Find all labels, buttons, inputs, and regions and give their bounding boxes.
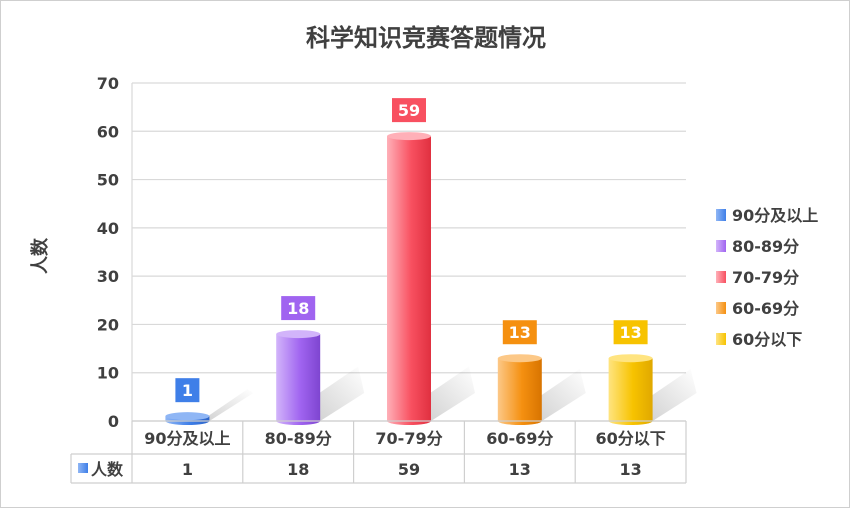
bar-top bbox=[387, 132, 431, 141]
data-label-box bbox=[281, 296, 316, 321]
legend: 90分及以上 80-89分 70-79分 60-69分 60分以下 bbox=[716, 206, 818, 349]
data-label-text: 59 bbox=[398, 101, 420, 120]
data-label-box bbox=[175, 378, 200, 403]
table-cell: 13 bbox=[619, 460, 641, 479]
y-tick-label: 70 bbox=[97, 74, 119, 93]
bar-shadow bbox=[535, 369, 586, 421]
x-tick-label: 60分以下 bbox=[595, 429, 665, 448]
legend-label: 90分及以上 bbox=[732, 206, 818, 225]
bar-top bbox=[165, 412, 210, 421]
table-series-marker bbox=[78, 463, 88, 473]
y-tick-label: 60 bbox=[97, 122, 119, 141]
bar-body bbox=[497, 358, 542, 425]
y-tick-label: 0 bbox=[108, 412, 119, 431]
data-label: 18 bbox=[281, 296, 316, 321]
bar-shadow bbox=[646, 369, 697, 421]
legend-swatch bbox=[716, 240, 726, 252]
data-label: 13 bbox=[613, 320, 648, 345]
bar-body bbox=[387, 136, 431, 425]
legend-item: 60分以下 bbox=[716, 330, 802, 349]
table-cell: 13 bbox=[509, 460, 531, 479]
table-cell: 59 bbox=[398, 460, 420, 479]
data-label: 13 bbox=[502, 320, 537, 345]
y-tick-label: 50 bbox=[97, 171, 119, 190]
y-tick-label: 40 bbox=[97, 219, 119, 238]
x-tick-label: 70-79分 bbox=[375, 429, 442, 448]
data-label-box bbox=[392, 98, 426, 123]
bar-top bbox=[497, 354, 542, 363]
x-tick-label: 90分及以上 bbox=[144, 429, 230, 448]
data-label-box bbox=[613, 320, 648, 345]
y-tick-label: 20 bbox=[97, 315, 119, 334]
legend-label: 60-69分 bbox=[732, 299, 799, 318]
data-label-text: 13 bbox=[619, 323, 641, 342]
table-row-label: 人数 bbox=[91, 460, 124, 479]
table-cell: 1 bbox=[182, 460, 193, 479]
data-label-text: 13 bbox=[509, 323, 531, 342]
bar bbox=[165, 412, 210, 425]
bar-shadow bbox=[425, 366, 475, 421]
bar bbox=[608, 354, 653, 425]
bar bbox=[276, 330, 321, 425]
x-tick-label: 80-89分 bbox=[265, 429, 332, 448]
x-tick-label: 60-69分 bbox=[486, 429, 553, 448]
bar bbox=[387, 132, 431, 425]
data-label-text: 1 bbox=[182, 381, 193, 400]
table-cell: 18 bbox=[287, 460, 309, 479]
y-tick-label: 30 bbox=[97, 267, 119, 286]
legend-swatch bbox=[716, 302, 726, 314]
data-label: 1 bbox=[175, 378, 200, 403]
legend-label: 70-79分 bbox=[732, 268, 799, 287]
data-table: 90分及以上 1 80-89分 18 70-79分 59 60-69分 13 60分以下 13 人数 bbox=[70, 420, 687, 484]
chart-title: 科学知识竞赛答题情况 bbox=[306, 24, 546, 52]
bar-body bbox=[276, 334, 321, 425]
bar-shadow bbox=[314, 366, 365, 421]
data-labels: 1 18 59 13 13 bbox=[175, 98, 648, 403]
bar-top bbox=[276, 330, 321, 339]
legend-swatch bbox=[716, 271, 726, 283]
bars bbox=[165, 132, 653, 425]
bar-body bbox=[608, 358, 653, 425]
legend-item: 60-69分 bbox=[716, 299, 799, 318]
y-axis-label: 人数 bbox=[29, 237, 51, 274]
legend-label: 60分以下 bbox=[732, 330, 802, 349]
data-label: 59 bbox=[392, 98, 426, 123]
y-tick-labels: 0 10 20 30 40 50 60 70 bbox=[97, 74, 119, 431]
legend-swatch bbox=[716, 333, 726, 345]
legend-swatch bbox=[716, 209, 726, 221]
bar-shadows bbox=[203, 366, 697, 421]
bar bbox=[497, 354, 542, 425]
bar-top bbox=[608, 354, 653, 363]
bar-shadow bbox=[203, 389, 254, 421]
legend-item: 70-79分 bbox=[716, 268, 799, 287]
data-label-box bbox=[502, 320, 537, 345]
legend-label: 80-89分 bbox=[732, 237, 799, 256]
y-tick-label: 10 bbox=[97, 364, 119, 383]
data-label-text: 18 bbox=[287, 299, 309, 318]
legend-item: 90分及以上 bbox=[716, 206, 818, 225]
legend-item: 80-89分 bbox=[716, 237, 799, 256]
